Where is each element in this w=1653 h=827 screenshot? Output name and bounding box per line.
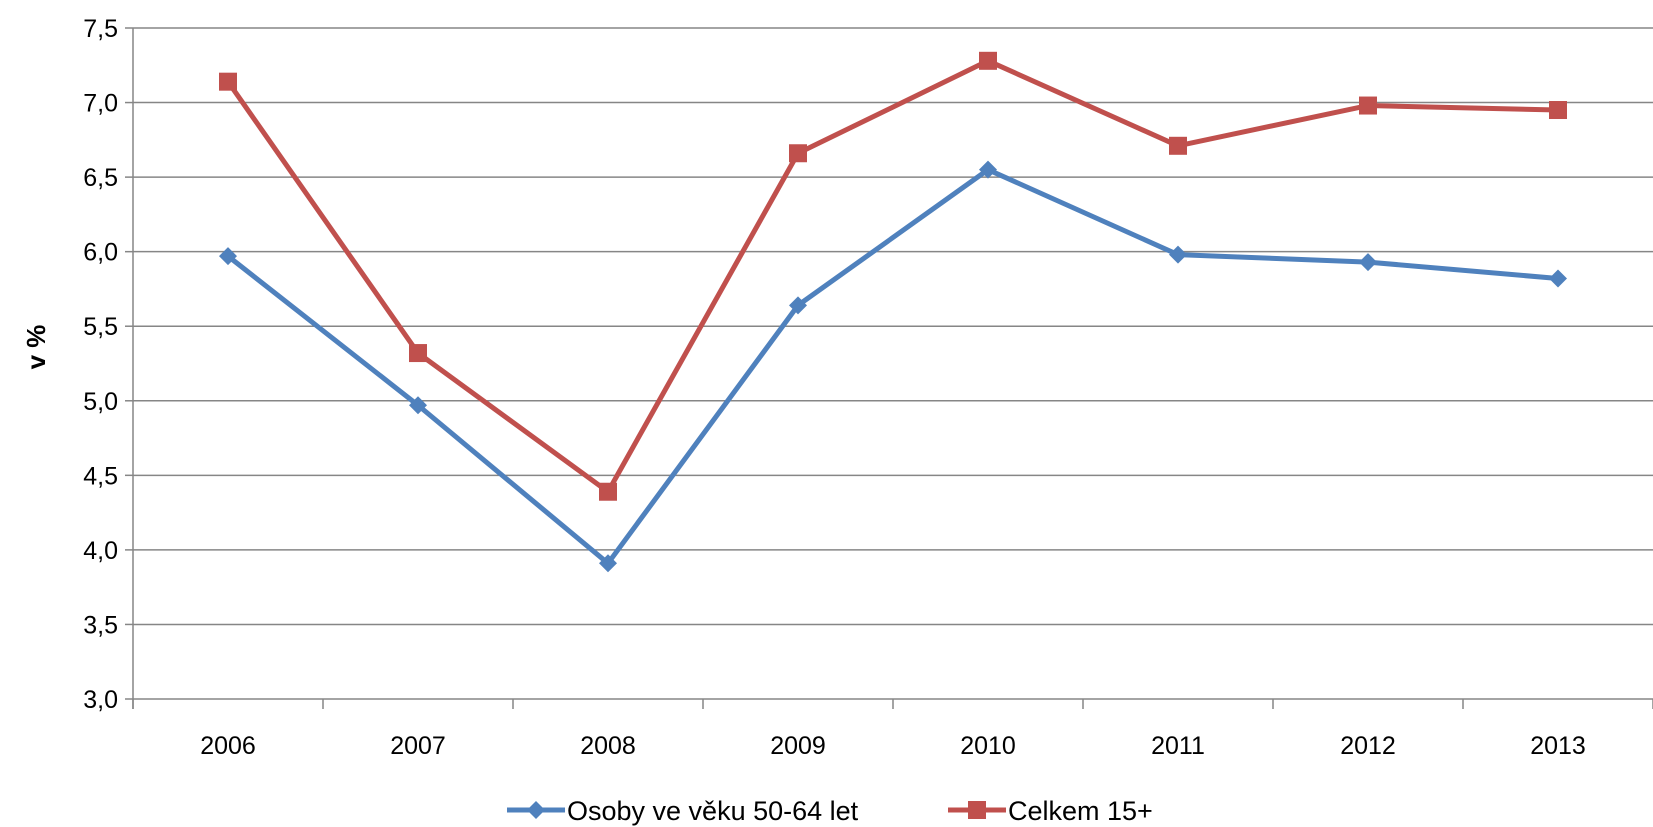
x-tick-label: 2009 (770, 732, 826, 760)
legend-label: Celkem 15+ (1008, 796, 1153, 826)
y-axis-title: v % (21, 325, 51, 370)
x-tick-label: 2006 (200, 732, 256, 760)
data-point-1 (599, 554, 617, 573)
data-point-2 (1359, 96, 1377, 115)
data-point-1 (219, 247, 237, 266)
legend-label: Osoby ve věku 50-64 let (567, 796, 859, 826)
data-point-1 (1169, 245, 1187, 264)
series-markers (219, 51, 1567, 573)
axes (125, 27, 1653, 709)
x-tick-label: 2011 (1151, 732, 1205, 760)
y-tick-label: 6,5 (83, 164, 118, 192)
data-point-1 (1549, 269, 1567, 288)
data-point-1 (1359, 253, 1377, 272)
data-point-2 (789, 144, 807, 163)
data-point-2 (1549, 101, 1567, 120)
series-lines (225, 58, 1559, 566)
y-tick-label: 4,5 (83, 462, 118, 490)
data-point-1 (979, 160, 997, 179)
y-tick-label: 7,0 (83, 90, 118, 118)
legend-marker (527, 801, 545, 819)
y-tick-label: 6,0 (83, 239, 118, 267)
x-tick-label: 2007 (390, 732, 446, 760)
data-point-2 (979, 51, 997, 70)
y-tick-label: 3,0 (83, 686, 118, 714)
y-tick-labels: 3,0 3,5 4,0 4,5 5,0 5,5 6,0 6,5 7,0 7,5 (83, 15, 118, 714)
legend-marker (968, 801, 986, 819)
x-tick-label: 2008 (580, 732, 636, 760)
y-tick-label: 5,0 (83, 388, 118, 416)
series-line-2 (225, 58, 1559, 495)
x-tick-labels: 2006 2007 2008 2009 2010 2011 2012 2013 (200, 732, 1586, 760)
series-line-1 (226, 167, 1559, 566)
data-point-2 (1169, 136, 1187, 155)
y-tick-label: 7,5 (83, 15, 118, 43)
data-point-2 (219, 72, 237, 91)
x-tick-label: 2010 (960, 732, 1016, 760)
x-tick-label: 2012 (1340, 732, 1396, 760)
data-point-2 (599, 482, 617, 501)
legend: Osoby ve věku 50-64 let Celkem 15+ (507, 796, 1153, 826)
y-tick-label: 4,0 (83, 537, 118, 565)
gridlines (133, 27, 1653, 626)
y-tick-label: 3,5 (83, 611, 118, 639)
y-tick-label: 5,5 (83, 313, 118, 341)
data-point-1 (409, 396, 427, 415)
data-point-1 (789, 296, 807, 315)
x-tick-label: 2013 (1530, 732, 1586, 760)
data-point-2 (409, 344, 427, 363)
